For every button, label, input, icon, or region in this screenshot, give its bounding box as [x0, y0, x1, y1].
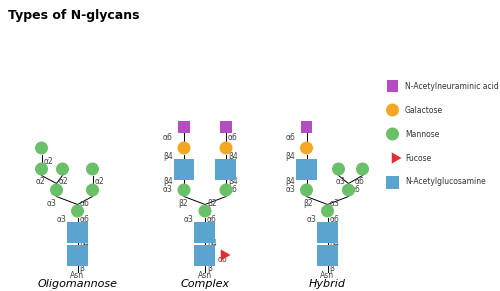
Text: α3: α3 — [336, 177, 346, 185]
FancyBboxPatch shape — [194, 221, 216, 242]
FancyBboxPatch shape — [296, 159, 317, 180]
Circle shape — [386, 104, 399, 116]
Text: β2: β2 — [207, 198, 216, 207]
Text: Oligomannose: Oligomannose — [38, 279, 117, 289]
Text: N-Acetylglucosamine: N-Acetylglucosamine — [405, 178, 486, 187]
Text: α3: α3 — [306, 215, 316, 224]
Text: α6: α6 — [80, 198, 90, 207]
Circle shape — [35, 141, 48, 155]
Text: Fucose: Fucose — [405, 153, 431, 162]
Text: α3: α3 — [184, 215, 194, 224]
Circle shape — [198, 205, 211, 217]
Text: α3: α3 — [46, 198, 56, 207]
Text: Asn: Asn — [320, 272, 334, 281]
Text: Hybrid: Hybrid — [309, 279, 346, 289]
Circle shape — [300, 184, 313, 196]
Text: α2: α2 — [58, 178, 68, 187]
Circle shape — [71, 205, 84, 217]
Text: β: β — [80, 264, 84, 273]
FancyBboxPatch shape — [67, 221, 88, 242]
Circle shape — [386, 127, 399, 141]
FancyBboxPatch shape — [386, 175, 399, 189]
Circle shape — [356, 162, 369, 175]
Text: α6: α6 — [163, 133, 173, 142]
Text: α2: α2 — [36, 178, 46, 187]
Text: β: β — [330, 264, 334, 273]
Circle shape — [56, 162, 69, 175]
Text: α3: α3 — [330, 198, 340, 207]
Text: α6: α6 — [228, 133, 238, 142]
Text: β4: β4 — [228, 177, 238, 186]
Circle shape — [86, 162, 99, 175]
Text: α2: α2 — [44, 157, 54, 166]
Text: α6: α6 — [218, 255, 228, 265]
Text: α6: α6 — [354, 177, 364, 185]
Text: Mannose: Mannose — [405, 129, 440, 139]
FancyBboxPatch shape — [194, 244, 216, 265]
Text: α3: α3 — [56, 215, 66, 224]
Text: α6: α6 — [228, 185, 238, 194]
Circle shape — [321, 205, 334, 217]
Text: β4: β4 — [163, 177, 173, 186]
Text: Asn: Asn — [70, 272, 85, 281]
Text: β: β — [207, 264, 212, 273]
Text: α6: α6 — [80, 215, 90, 224]
Text: α6: α6 — [286, 133, 296, 142]
Text: α3: α3 — [163, 185, 173, 194]
Text: α2: α2 — [94, 178, 104, 187]
FancyBboxPatch shape — [317, 221, 338, 242]
Text: N-Acetylneuraminic acid: N-Acetylneuraminic acid — [405, 81, 499, 91]
Text: α6: α6 — [207, 215, 217, 224]
Text: α3: α3 — [286, 185, 296, 194]
Text: β4: β4 — [228, 152, 238, 161]
Circle shape — [86, 184, 99, 196]
Circle shape — [220, 184, 232, 196]
Circle shape — [50, 184, 63, 196]
FancyBboxPatch shape — [174, 159, 195, 180]
Text: β4: β4 — [163, 152, 173, 161]
Text: Types of N-glycans: Types of N-glycans — [8, 8, 139, 22]
Text: β4: β4 — [330, 239, 339, 248]
Text: β4: β4 — [207, 239, 216, 248]
Text: Galactose: Galactose — [405, 106, 443, 114]
Circle shape — [220, 141, 232, 155]
FancyBboxPatch shape — [67, 244, 88, 265]
Circle shape — [178, 141, 190, 155]
Text: β2: β2 — [178, 198, 188, 207]
Text: β2: β2 — [303, 198, 312, 207]
FancyBboxPatch shape — [317, 244, 338, 265]
FancyBboxPatch shape — [216, 159, 236, 180]
Circle shape — [342, 184, 355, 196]
Text: β4: β4 — [80, 239, 89, 248]
Circle shape — [332, 162, 345, 175]
Circle shape — [300, 141, 313, 155]
Text: β4: β4 — [286, 177, 296, 186]
Circle shape — [178, 184, 190, 196]
Text: Complex: Complex — [180, 279, 230, 289]
Text: α6: α6 — [330, 215, 340, 224]
Text: α6: α6 — [350, 185, 360, 194]
Circle shape — [35, 162, 48, 175]
Text: Asn: Asn — [198, 272, 212, 281]
Text: β4: β4 — [286, 152, 296, 161]
